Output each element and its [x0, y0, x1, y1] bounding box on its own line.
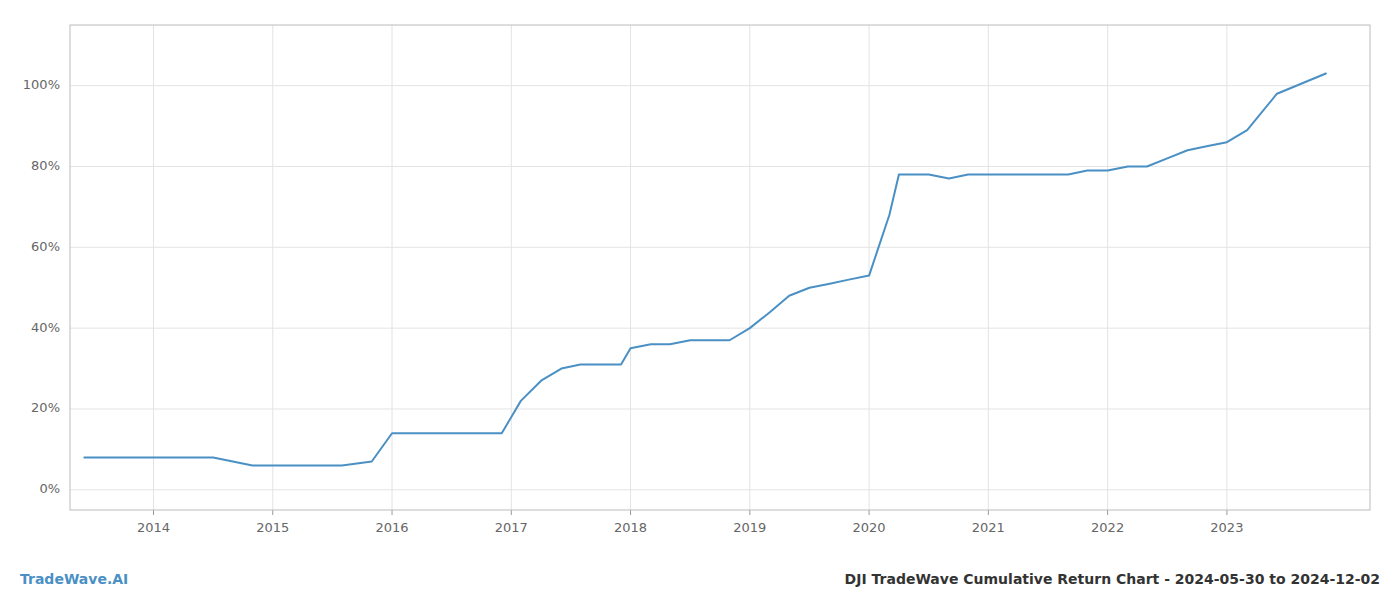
x-tick: [1107, 510, 1108, 515]
x-tick: [1226, 510, 1227, 515]
x-tick-label: 2022: [1091, 520, 1124, 535]
y-tick-label: 100%: [23, 77, 60, 92]
x-tick: [869, 510, 870, 515]
x-tick: [272, 510, 273, 515]
y-tick-label: 0%: [39, 481, 60, 496]
y-grid-line: [70, 328, 1370, 329]
x-grid-line: [153, 25, 154, 510]
x-tick: [153, 510, 154, 515]
x-grid-line: [1107, 25, 1108, 510]
chart-svg: 0% 20% 40% 60% 80% 100% 2014 2015 2016 2017 2018 20…: [0, 0, 1400, 600]
x-grid-line: [511, 25, 512, 510]
y-grid-line: [70, 489, 1370, 490]
grid: [70, 25, 1370, 510]
x-tick: [511, 510, 512, 515]
y-grid-line: [70, 247, 1370, 248]
y-tick-label: 80%: [31, 158, 60, 173]
y-tick-label: 20%: [31, 400, 60, 415]
x-tick-label: 2014: [137, 520, 170, 535]
y-grid-line: [70, 85, 1370, 86]
x-tick: [988, 510, 989, 515]
y-tick-label: 60%: [31, 239, 60, 254]
axes: 0% 20% 40% 60% 80% 100% 2014 2015 2016 2017 2018 20…: [23, 25, 1370, 535]
x-tick: [630, 510, 631, 515]
x-grid-line: [272, 25, 273, 510]
x-grid-line: [749, 25, 750, 510]
plot-area: [84, 74, 1326, 466]
chart-title: DJI TradeWave Cumulative Return Chart - …: [845, 571, 1380, 587]
x-tick-label: 2023: [1210, 520, 1243, 535]
x-grid-line: [988, 25, 989, 510]
x-tick-label: 2017: [495, 520, 528, 535]
chart-container: 0% 20% 40% 60% 80% 100% 2014 2015 2016 2017 2018 20…: [0, 0, 1400, 600]
watermark: TradeWave.AI: [20, 571, 128, 587]
texts: TradeWave.AI DJI TradeWave Cumulative Ret…: [20, 571, 1380, 587]
x-tick-label: 2018: [614, 520, 647, 535]
y-tick-label: 40%: [31, 320, 60, 335]
x-grid-line: [630, 25, 631, 510]
x-tick: [749, 510, 750, 515]
x-tick-label: 2020: [853, 520, 886, 535]
x-tick-label: 2019: [733, 520, 766, 535]
x-tick: [392, 510, 393, 515]
x-tick-label: 2016: [375, 520, 408, 535]
line-series: [84, 74, 1326, 466]
x-tick-label: 2021: [972, 520, 1005, 535]
y-grid-line: [70, 408, 1370, 409]
x-grid-line: [869, 25, 870, 510]
x-tick-label: 2015: [256, 520, 289, 535]
x-grid-line: [1226, 25, 1227, 510]
y-grid-line: [70, 166, 1370, 167]
plot-frame: [70, 25, 1370, 510]
x-grid-line: [392, 25, 393, 510]
